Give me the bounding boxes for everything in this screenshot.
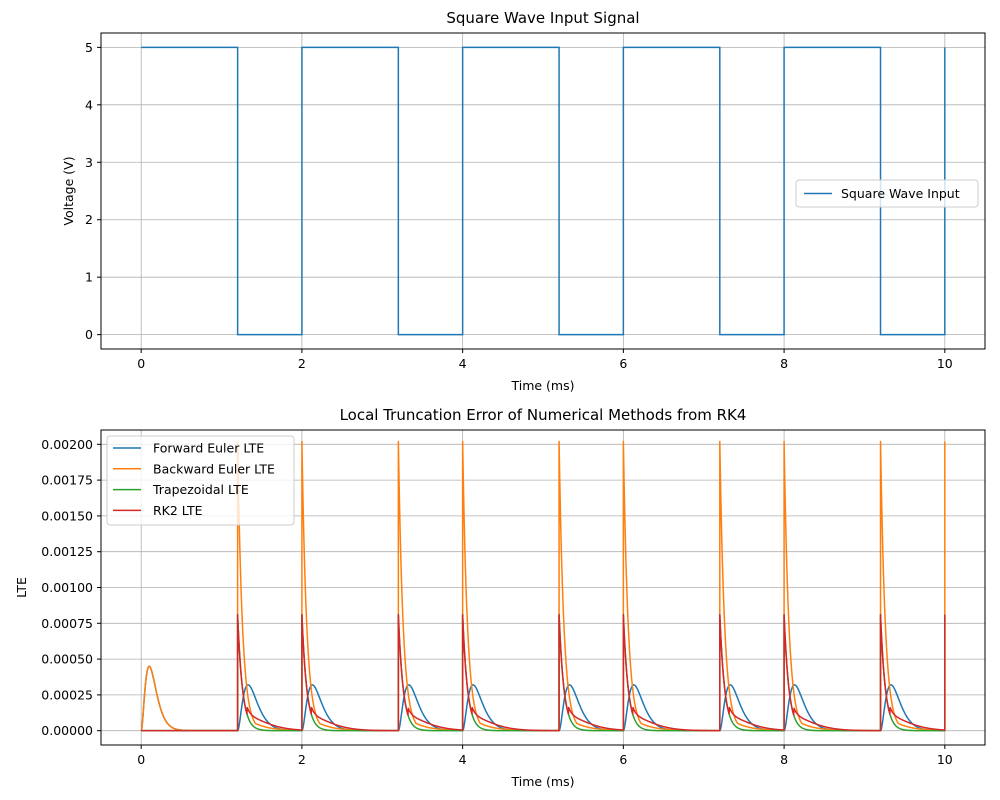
plot-frame xyxy=(100,32,986,350)
legend-label: Backward Euler LTE xyxy=(153,461,275,476)
y-tick-label: 0.00000 xyxy=(41,723,93,738)
legend-box xyxy=(106,435,295,526)
y-tick-label: 0.00025 xyxy=(41,687,93,702)
y-tick-label: 0.00050 xyxy=(41,652,93,667)
legend-label: Trapezoidal LTE xyxy=(152,482,249,497)
x-tick-label: 6 xyxy=(619,356,627,371)
legend-label: Square Wave Input xyxy=(841,186,960,201)
series-line-square-wave xyxy=(141,46,946,336)
x-tick-label: 10 xyxy=(937,752,953,767)
y-tick-label: 0.00200 xyxy=(41,437,93,452)
x-tick-label: 2 xyxy=(298,752,306,767)
y-tick-label: 3 xyxy=(85,155,93,170)
y-tick-label: 0.00175 xyxy=(41,473,93,488)
legend: Forward Euler LTE Backward Euler LTE Trape… xyxy=(106,435,295,526)
lte-chart: 0 2 4 6 8 10 0.00000 0.00025 0.00050 0.00075 0.00… xyxy=(14,406,986,789)
legend-label: Forward Euler LTE xyxy=(153,441,264,456)
x-tick-label: 0 xyxy=(137,356,145,371)
y-tick-label: 5 xyxy=(85,40,93,55)
x-tick-label: 4 xyxy=(459,752,467,767)
legend: Square Wave Input xyxy=(795,179,979,208)
y-tick-label: 0.00075 xyxy=(41,616,93,631)
x-tick-label: 4 xyxy=(459,356,467,371)
y-tick-label: 4 xyxy=(85,97,93,112)
x-tick-label: 6 xyxy=(619,752,627,767)
x-axis-label: Time (ms) xyxy=(510,378,574,393)
y-tick-label: 0.00150 xyxy=(41,508,93,523)
chart-title: Local Truncation Error of Numerical Meth… xyxy=(340,406,747,424)
x-tick-label: 2 xyxy=(298,356,306,371)
x-axis-label: Time (ms) xyxy=(510,774,574,789)
x-tick-label: 0 xyxy=(137,752,145,767)
legend-box xyxy=(795,179,979,208)
y-tick-label: 0.00125 xyxy=(41,544,93,559)
x-tick-label: 8 xyxy=(780,356,788,371)
series-line-rk2 xyxy=(140,613,946,732)
x-tick-label: 10 xyxy=(937,356,953,371)
legend-label: RK2 LTE xyxy=(153,503,203,518)
y-tick-label: 0 xyxy=(85,327,93,342)
y-axis-label: LTE xyxy=(14,577,29,598)
y-tick-label: 1 xyxy=(85,270,93,285)
chart-title: Square Wave Input Signal xyxy=(446,9,639,27)
y-axis-label: Voltage (V) xyxy=(61,156,76,225)
y-tick-label: 0.00100 xyxy=(41,580,93,595)
y-tick-label: 2 xyxy=(85,212,93,227)
x-tick-label: 8 xyxy=(780,752,788,767)
